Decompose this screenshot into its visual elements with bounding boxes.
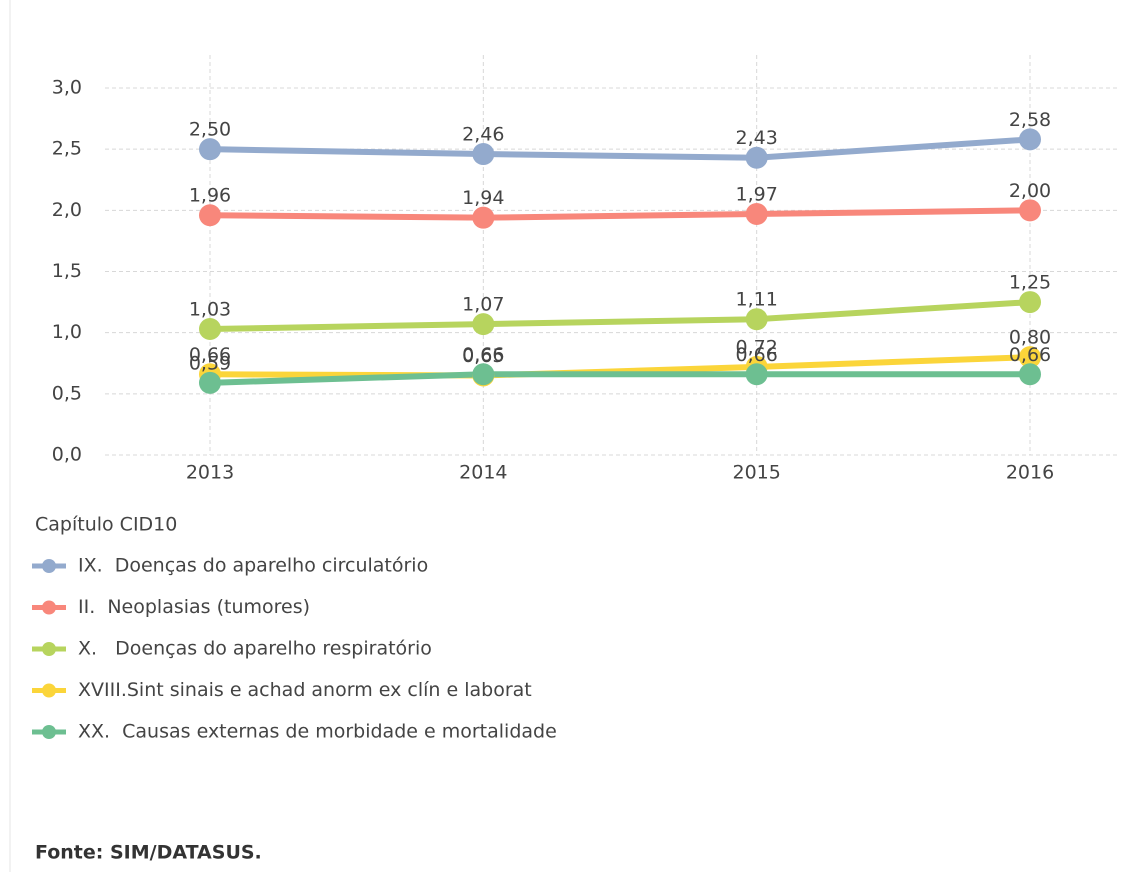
y-tick-label: 2,0 <box>52 199 82 221</box>
y-tick-label: 3,0 <box>52 77 82 99</box>
legend-marker <box>42 600 56 615</box>
point <box>745 146 768 169</box>
point <box>199 317 221 340</box>
legend-label: XVIII.Sint sinais e achad anorm ex clín … <box>78 679 532 701</box>
data-label: 0,59 <box>189 352 231 374</box>
data-label: 0,80 <box>1009 327 1051 349</box>
data-label: 2,50 <box>189 119 231 141</box>
y-tick-label: 0,5 <box>52 382 82 404</box>
data-label: 1,03 <box>189 298 231 320</box>
series-line <box>209 207 1031 221</box>
data-label: 0,66 <box>1009 344 1051 366</box>
point <box>472 313 495 336</box>
y-tick-label: 1,5 <box>52 260 82 282</box>
x-tick-label: 2014 <box>459 462 507 484</box>
y-tick-label: 2,5 <box>52 138 82 160</box>
point <box>1019 363 1041 386</box>
data-label: 0,66 <box>736 344 778 366</box>
point <box>1019 291 1041 314</box>
data-label: 1,11 <box>736 289 778 311</box>
legend-marker <box>42 559 56 573</box>
series-line <box>209 136 1031 161</box>
data-label: 1,94 <box>462 187 504 209</box>
point <box>745 363 768 386</box>
data-label: 2,46 <box>462 124 504 146</box>
legend-marker <box>42 725 56 739</box>
x-tick-label: 2015 <box>732 462 780 484</box>
series-line <box>209 371 1030 386</box>
legend-label: II. Neoplasias (tumores) <box>78 596 310 618</box>
y-tick-label: 0,0 <box>52 444 82 466</box>
point <box>472 363 495 386</box>
legend-marker <box>42 683 56 698</box>
point <box>472 143 495 166</box>
data-label: 1,96 <box>189 185 231 207</box>
data-label: 0,72 <box>736 336 778 358</box>
data-label: 1,97 <box>736 184 778 206</box>
data-label: 0,65 <box>462 345 504 367</box>
data-label: 1,25 <box>1009 272 1051 294</box>
point <box>745 308 768 331</box>
y-tick-label: 1,0 <box>52 321 82 343</box>
source: Fonte: SIM/DATASUS. <box>35 842 262 864</box>
series-line <box>209 354 1031 379</box>
point <box>745 203 768 226</box>
legend-label: IX. Doenças do aparelho circulatório <box>78 555 428 577</box>
point <box>472 206 495 229</box>
legend-title: Capítulo CID10 <box>35 514 177 536</box>
data-label: 0,66 <box>462 344 504 366</box>
x-tick-label: 2013 <box>186 462 234 484</box>
data-label: 2,58 <box>1009 109 1051 131</box>
data-label: 1,07 <box>462 294 504 316</box>
point <box>1019 128 1041 151</box>
point <box>199 138 221 161</box>
point <box>199 371 221 394</box>
legend-label: X. Doenças do aparelho respiratório <box>78 638 432 660</box>
data-label: 2,00 <box>1009 180 1051 202</box>
point <box>1019 346 1041 369</box>
data-label: 2,43 <box>736 127 778 149</box>
legend-marker <box>42 642 56 656</box>
point <box>199 204 221 227</box>
legend-label: XX. Causas externas de morbidade e morta… <box>78 721 557 743</box>
series-line <box>209 299 1031 332</box>
point <box>1019 199 1041 222</box>
x-tick-label: 2016 <box>1006 462 1054 484</box>
data-label: 0,66 <box>189 344 231 366</box>
